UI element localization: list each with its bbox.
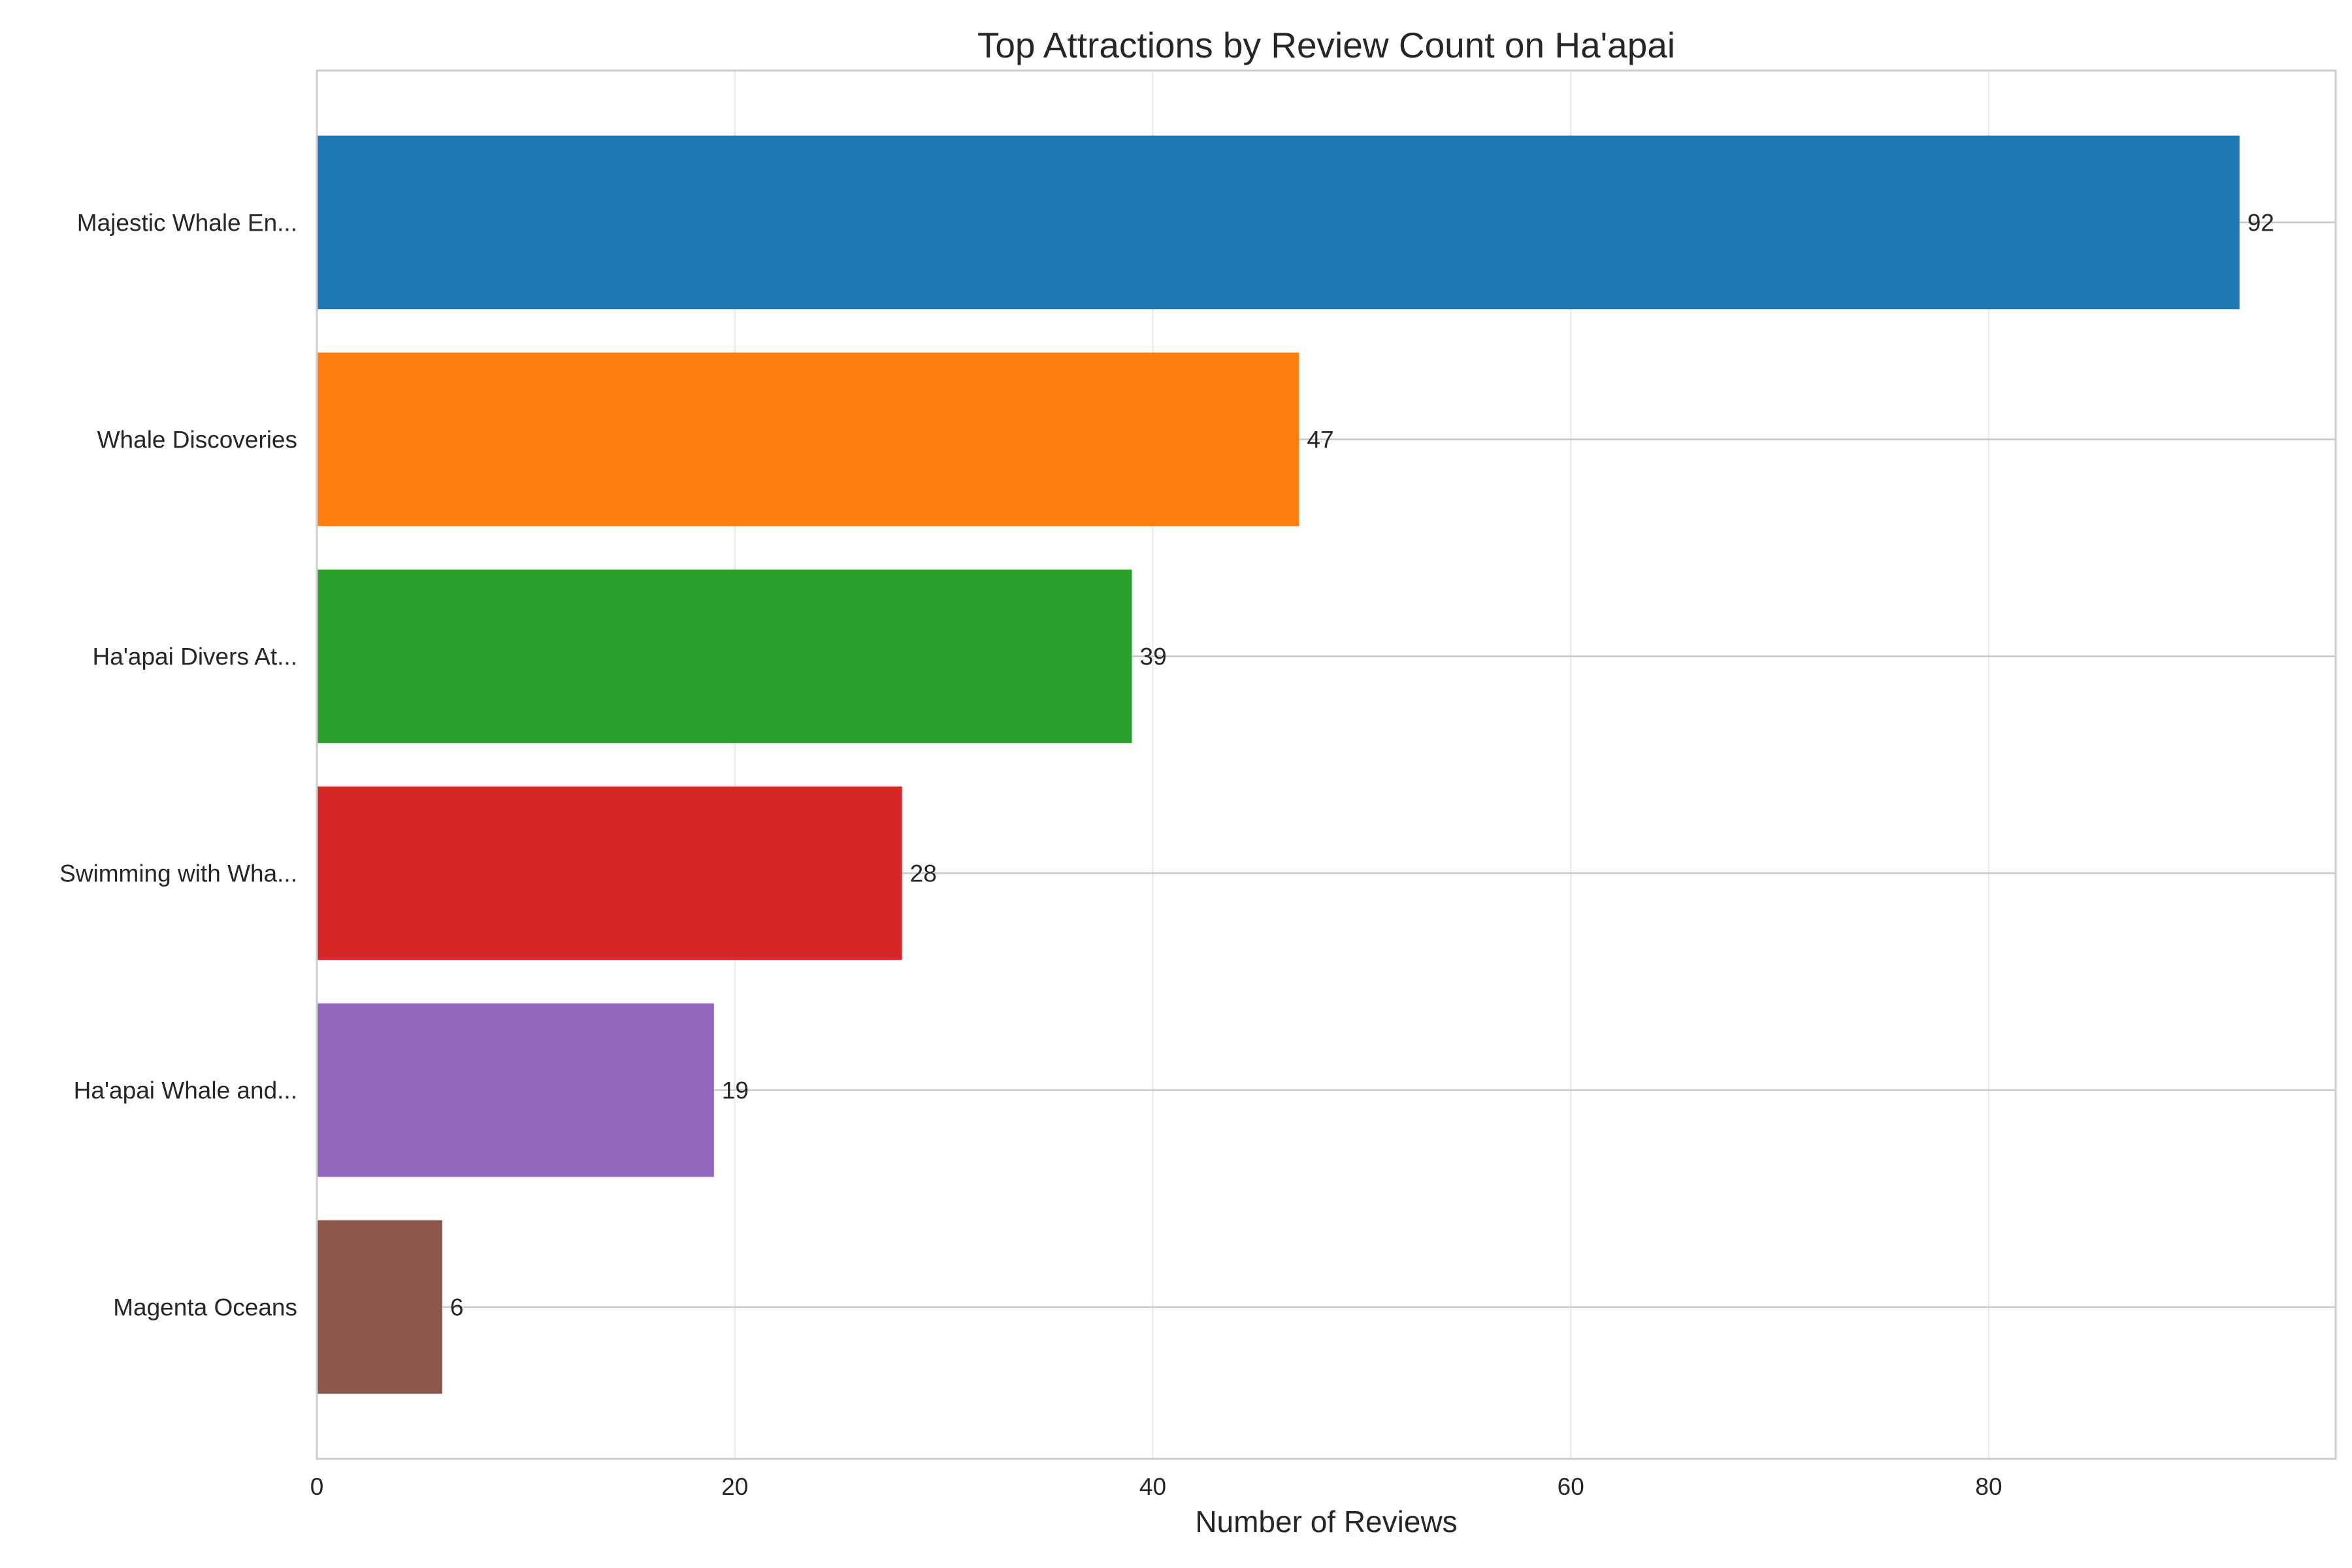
y-tick-label: Ha'apai Whale and... [74,1077,297,1104]
bar-value-label: 19 [722,1077,749,1104]
y-tick-label: Magenta Oceans [113,1294,297,1321]
x-tick-label: 0 [310,1473,324,1500]
bar [317,1220,442,1394]
bar-value-label: 28 [910,860,937,887]
bar-value-label: 6 [450,1294,464,1321]
tick-layer: 0 20 40 60 80 Majestic Whale En... Whale Disco… [59,209,2002,1500]
plot-frame [316,69,2337,1460]
bar-value-label: 47 [1307,426,1333,453]
x-axis-label: Number of Reviews [1195,1505,1457,1539]
bar [317,569,1132,743]
y-tick-label: Ha'apai Divers At... [93,643,297,670]
data-label-layer: 92 47 39 28 19 6 [450,209,2274,1320]
y-tick-label: Whale Discoveries [97,426,297,453]
bar-value-label: 92 [2247,209,2274,236]
bar [317,1003,714,1177]
x-tick-label: 20 [721,1473,748,1500]
chart-title: Top Attractions by Review Count on Ha'ap… [977,25,1675,65]
y-tick-label: Majestic Whale En... [77,209,297,236]
bar-layer [317,135,2240,1394]
bar-value-label: 39 [1140,643,1167,670]
bar [317,135,2240,310]
bar [317,352,1299,527]
x-tick-label: 40 [1139,1473,1166,1500]
bar [317,786,902,960]
y-tick-label: Swimming with Wha... [59,860,297,887]
x-tick-label: 60 [1558,1473,1584,1500]
x-tick-label: 80 [1975,1473,2002,1500]
